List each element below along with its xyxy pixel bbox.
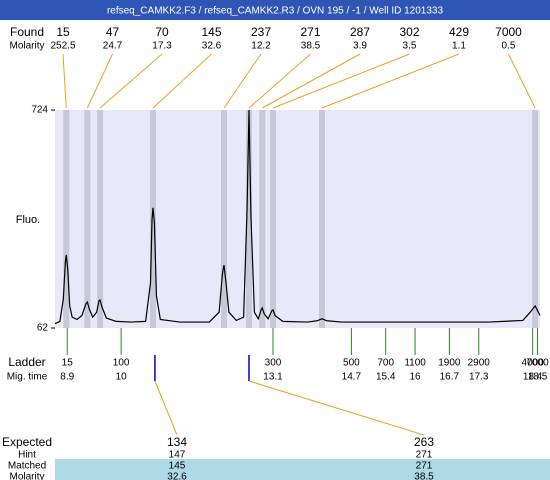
hint-value: 271 [416, 450, 433, 461]
matched-value: 271 [416, 461, 433, 472]
molarity-value: 38.5 [414, 472, 434, 480]
found-connector [272, 53, 410, 109]
ladder-mig-time: 15.4 [376, 372, 396, 383]
ladder-size: 500 [343, 358, 360, 369]
found-connector [99, 53, 163, 109]
mig-time-label: Mig. time [7, 372, 48, 383]
ladder-size: 300 [265, 358, 282, 369]
expected-connector [154, 380, 178, 436]
found-size: 15 [56, 25, 70, 39]
ladder-mig-time: 13.1 [263, 372, 283, 383]
found-size: 429 [449, 25, 469, 39]
expected-connector [248, 380, 425, 436]
found-size: 70 [155, 25, 169, 39]
found-size: 287 [350, 25, 370, 39]
peak-band [259, 110, 266, 328]
found-size: 7000 [495, 25, 522, 39]
ladder-mig-time: 18.4 [523, 372, 543, 383]
ladder-size: 2900 [468, 358, 491, 369]
y-tick-label: 62 [37, 323, 49, 334]
ladder-mig-time: 16.7 [440, 372, 460, 383]
found-connector [261, 53, 361, 109]
peak-band [97, 110, 104, 328]
chart-title: refseq_CAMKK2.F3 / refseq_CAMKK2.R3 / OV… [107, 6, 444, 17]
found-molarity: 3.9 [353, 41, 367, 52]
y-tick-label: 724 [31, 105, 48, 116]
ladder-mig-time: 18.5 [528, 372, 548, 383]
found-molarity: 12.2 [251, 41, 271, 52]
found-connector [248, 53, 311, 109]
hint-value: 147 [169, 450, 186, 461]
found-connector [86, 53, 113, 109]
found-connector [152, 53, 212, 109]
found-molarity: 252.5 [50, 41, 75, 52]
ladder-size: 15 [62, 358, 74, 369]
found-size: 47 [106, 25, 120, 39]
matched-label: Matched [8, 461, 46, 472]
y-axis-label: Fluo. [16, 214, 40, 226]
expected-size: 134 [167, 435, 187, 449]
ladder-size: 4000 [522, 358, 545, 369]
found-molarity: 17.3 [152, 41, 172, 52]
found-molarity: 0.5 [502, 41, 516, 52]
plot-area [55, 110, 540, 328]
found-connector [321, 53, 460, 109]
found-size: 145 [201, 25, 221, 39]
ladder-mig-time: 16 [410, 372, 422, 383]
found-molarity: 3.5 [403, 41, 417, 52]
expected-size: 263 [414, 435, 434, 449]
title-bar [0, 0, 550, 20]
hint-label: Hint [18, 450, 36, 461]
matched-value: 145 [169, 461, 186, 472]
ladder-size: 1100 [404, 358, 426, 369]
found-connector [223, 53, 262, 109]
found-size: 271 [300, 25, 320, 39]
molarity-label: Molarity [9, 41, 44, 52]
ladder-mig-time: 8.9 [60, 372, 74, 383]
molarity-value: 32.6 [167, 472, 187, 480]
found-molarity: 24.7 [103, 41, 123, 52]
ladder-size: 7000 [526, 358, 549, 369]
found-molarity: 38.5 [301, 41, 321, 52]
matched-band [55, 459, 550, 480]
ladder-size: 700 [377, 358, 394, 369]
found-connector [508, 53, 536, 109]
ladder-mig-time: 14.7 [342, 372, 362, 383]
peak-band [63, 110, 70, 328]
ladder-size: 100 [113, 358, 130, 369]
found-molarity: 32.6 [202, 41, 222, 52]
peak-band [149, 110, 156, 328]
peak-band [532, 110, 539, 328]
ladder-label: Ladder [8, 355, 45, 369]
ladder-mig-time: 10 [116, 372, 128, 383]
found-connector [62, 53, 67, 109]
trace [54, 109, 541, 325]
found-label: Found [10, 25, 44, 39]
peak-band [221, 110, 228, 328]
peak-band [246, 110, 252, 328]
found-size: 237 [251, 25, 271, 39]
peak-band [270, 110, 277, 328]
molarity-row-label: Molarity [9, 472, 44, 480]
peak-band [318, 110, 325, 328]
ladder-size: 1900 [438, 358, 461, 369]
expected-label: Expected [2, 435, 52, 449]
found-molarity: 1.1 [452, 41, 466, 52]
ladder-mig-time: 17.3 [469, 372, 489, 383]
found-size: 302 [399, 25, 419, 39]
peak-band [84, 110, 91, 328]
